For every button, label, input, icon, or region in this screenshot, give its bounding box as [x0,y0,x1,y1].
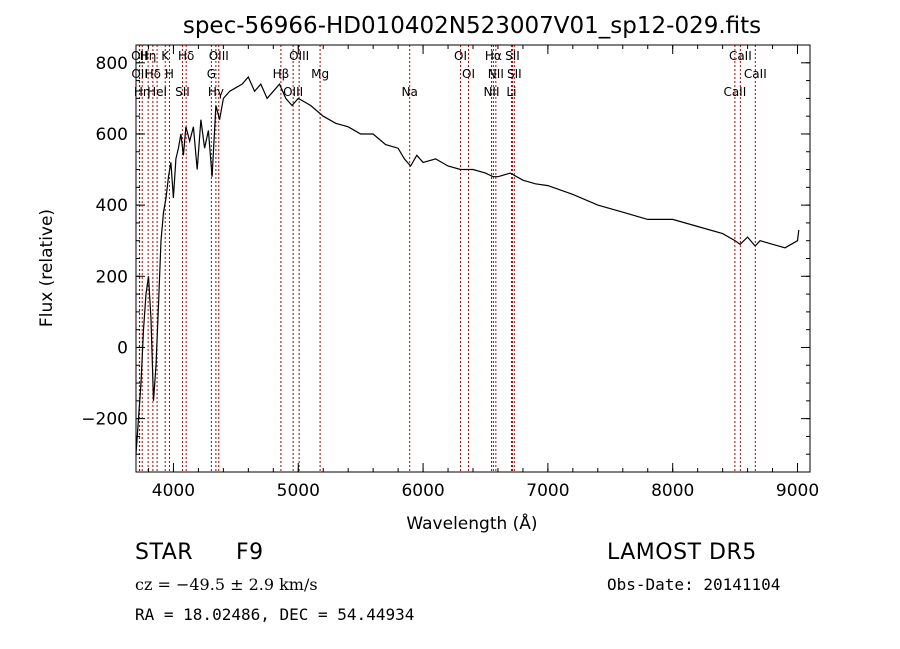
line-marker-label: NII [488,67,504,81]
chart-title: spec-56966-HD010402N523007V01_sp12-029.f… [183,13,761,39]
line-marker-label: G [207,67,216,81]
line-marker-label: H [165,67,174,81]
line-marker-label: NII [483,85,499,99]
x-tick-label: 5000 [277,481,320,501]
y-tick-label: 400 [96,196,128,216]
line-marker-label: Li [506,85,516,99]
observation-date: Obs-Date: 20141104 [607,575,781,594]
y-tick-label: 200 [96,267,128,287]
y-tick-label: −200 [81,410,128,430]
x-tick-label: 7000 [526,481,569,501]
x-tick-label: 6000 [401,481,444,501]
line-marker-label: Hβ [273,67,290,81]
line-marker-label: SII [507,67,522,81]
line-marker-label: OI [454,49,467,63]
spectral-line-markers [138,45,756,472]
x-axis-label: Wavelength (Å) [406,512,537,534]
line-marker-label: OI [462,67,475,81]
line-marker-label: CaII [744,67,767,81]
line-marker-label: OII [131,67,148,81]
line-marker-label: K [161,49,170,63]
line-marker-label: OIII [283,85,303,99]
line-marker-label: Hγ [208,85,224,99]
y-tick-label: 0 [117,338,128,358]
line-marker-label: CaII [729,49,752,63]
survey-name: LAMOST DR5 [607,540,757,565]
line-marker-label: Hδ [178,49,194,63]
object-class: STAR [135,540,194,565]
line-marker-label: CaII [723,85,746,99]
plot-frame [135,44,811,473]
y-tick-label: 600 [96,125,128,145]
y-axis-ticks: −200 0 200 400 600 800 [81,54,810,455]
line-marker-label: Hη [134,85,151,99]
redshift-readout: cz = −49.5 ± 2.9 km/s [135,575,318,594]
line-marker-label: Mg [311,67,329,81]
spectral-subclass: F9 [236,540,264,565]
line-marker-label: Na [402,85,418,99]
y-tick-label: 800 [96,54,128,74]
line-marker-label: SII [505,49,520,63]
x-tick-label: 9000 [776,481,819,501]
x-tick-label: 8000 [651,481,694,501]
line-marker-label: Hα [485,49,502,63]
line-marker-label: SII [175,85,190,99]
line-marker-label: OIII [209,49,229,63]
line-marker-label: Hη [140,49,157,63]
x-axis-ticks: 4000 5000 6000 7000 8000 9000 [147,45,819,501]
x-tick-label: 4000 [152,481,195,501]
spectrum-line [135,75,800,455]
y-axis-label: Flux (relative) [37,209,57,327]
line-marker-label: OIII [289,49,309,63]
spectral-line-labels: OIIOIIHηHηHδHeIKHSIIHδGHγOIIIHβOIIIOIIIM… [131,49,767,99]
line-marker-label: Hδ [145,67,161,81]
line-marker-label: HeI [147,85,167,99]
line-marker-label: OII [131,49,148,63]
coordinates: RA = 18.02486, DEC = 54.44934 [135,605,415,624]
